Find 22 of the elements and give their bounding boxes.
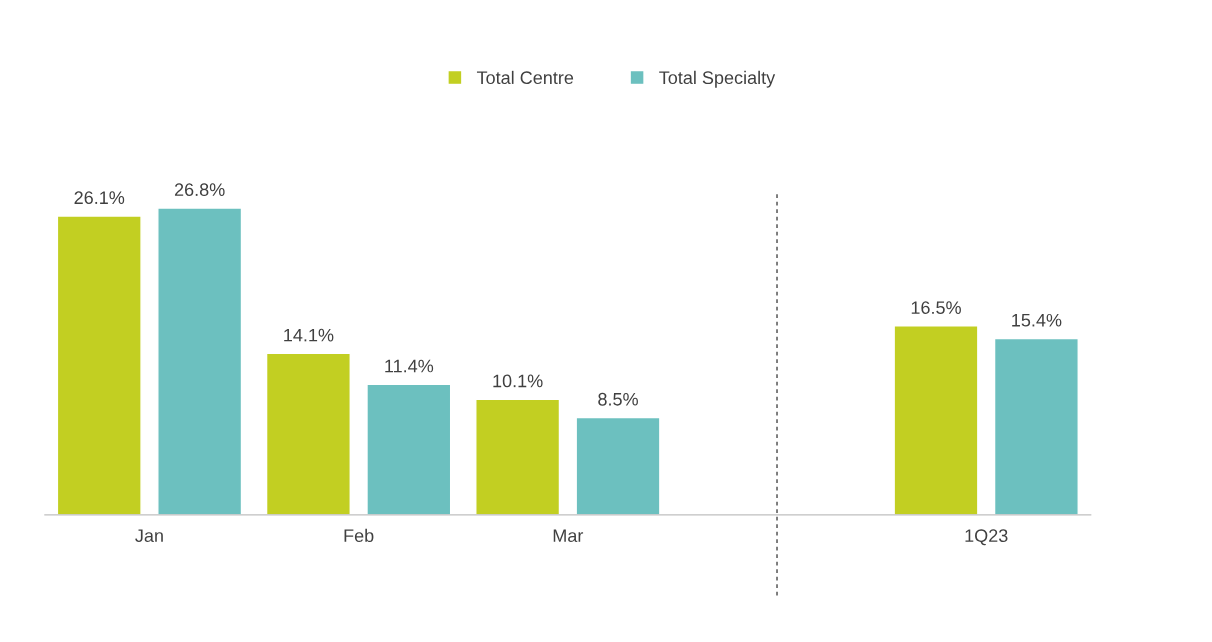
x-tick-label: 1Q23 xyxy=(965,529,1008,546)
legend-label: Total Specialty xyxy=(659,70,776,88)
data-label: 26.8% xyxy=(174,183,225,197)
legend-label: Total Centre xyxy=(476,70,574,85)
x-tick-label: Mar xyxy=(553,529,584,543)
bar xyxy=(56,215,142,515)
bar xyxy=(893,325,979,515)
bar xyxy=(475,398,561,515)
bar xyxy=(575,416,661,515)
data-label: 8.5% xyxy=(598,392,638,406)
data-label: 16.5% xyxy=(911,301,961,315)
bar xyxy=(993,337,1079,515)
data-label: 11.4% xyxy=(385,359,434,373)
data-label: 26.1% xyxy=(74,191,125,205)
data-label: 10.1% xyxy=(493,374,543,388)
x-tick-label: Feb xyxy=(344,528,374,543)
bar xyxy=(157,207,243,515)
data-label: 14.1% xyxy=(284,328,334,342)
bar xyxy=(366,383,452,515)
bar xyxy=(265,352,351,515)
data-label: 15.4% xyxy=(1012,313,1062,327)
x-tick-label: Jan xyxy=(135,529,163,543)
